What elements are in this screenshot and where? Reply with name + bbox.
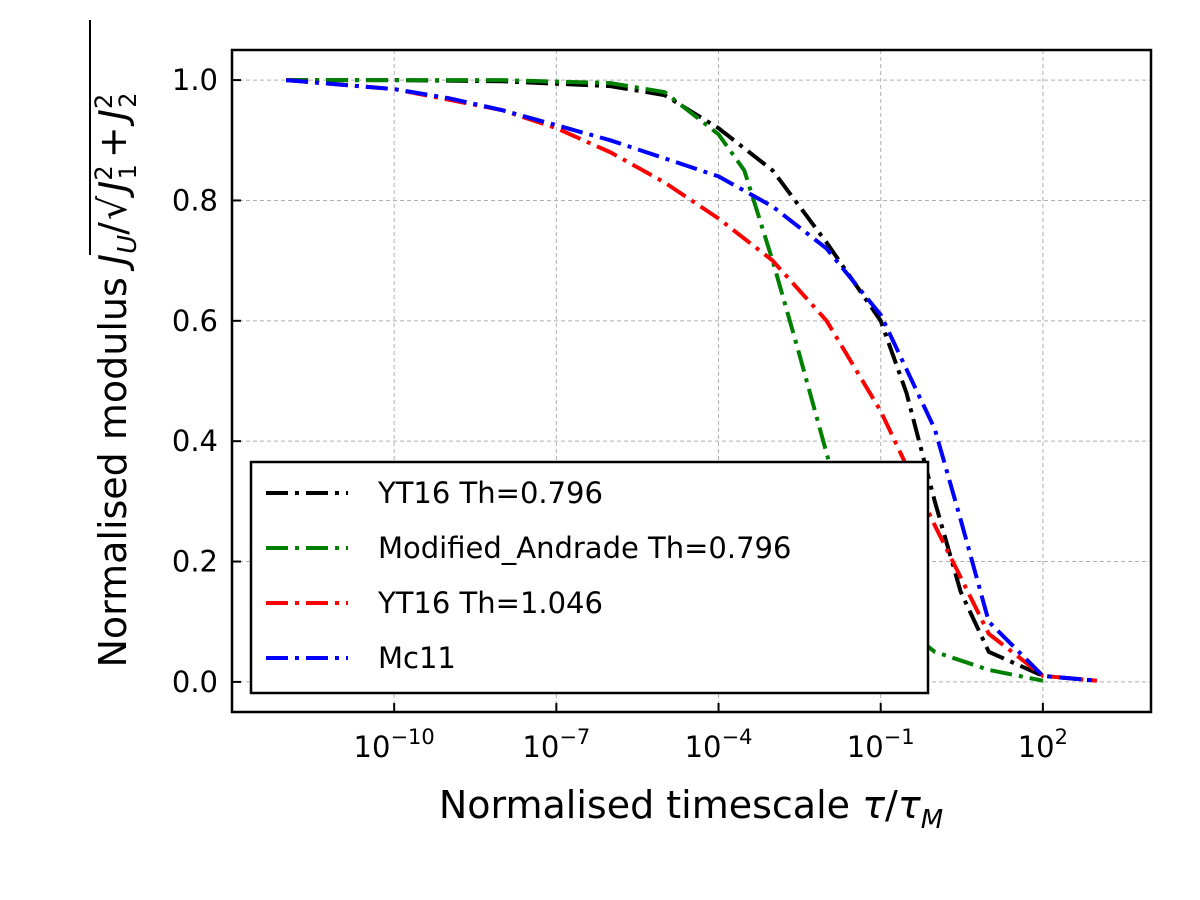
series-line-2 <box>286 78 1044 683</box>
svg-text:Normalised modulus JU/√J21+J22: Normalised modulus JU/√J21+J22 <box>90 92 143 667</box>
x-ticks: 10−10 10−7 10−4 10−1 102 <box>354 703 1068 764</box>
y-tick-label: 0.0 <box>172 665 218 699</box>
y-tick-label: 0.2 <box>172 545 218 579</box>
plot-frame <box>230 48 1153 714</box>
series-line-3 <box>285 78 1098 683</box>
x-axis-label: Normalised timescale τ/τM <box>439 783 943 835</box>
x-tick-label: 102 <box>1018 725 1068 764</box>
legend-entry-3: YT16 Th=1.046 <box>377 586 603 620</box>
grid <box>232 50 1151 712</box>
y-axis-label: Normalised modulus JU/√J21+J22 <box>89 20 143 668</box>
x-tick-label: 10−7 <box>522 725 590 764</box>
legend-entry-4: Mc11 <box>378 641 456 675</box>
x-tick-label: 10−4 <box>685 725 753 764</box>
legend-entry-2: Modified_Andrade Th=0.796 <box>378 531 791 565</box>
series-lines <box>285 78 1098 683</box>
y-tick-label: 0.6 <box>172 304 218 338</box>
x-tick-label: 10−1 <box>847 725 915 764</box>
y-tick-label: 0.4 <box>172 424 218 458</box>
y-tick-label: 1.0 <box>172 63 218 97</box>
x-tick-label: 10−10 <box>354 725 435 764</box>
y-ticks: 0.0 0.2 0.4 0.6 0.8 1.0 <box>172 63 241 699</box>
legend-box <box>249 460 930 695</box>
legend: YT16 Th=0.796 Modified_Andrade Th=0.796 YT… <box>249 460 930 695</box>
series-line-4 <box>285 78 1098 683</box>
y-tick-label: 0.8 <box>172 183 218 217</box>
legend-entry-1: YT16 Th=0.796 <box>377 476 603 510</box>
